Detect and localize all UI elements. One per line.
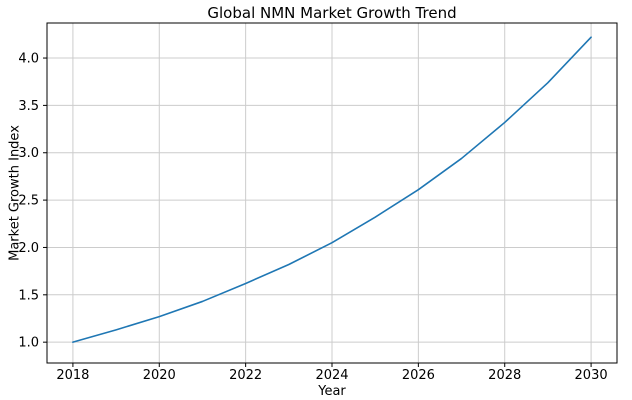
y-tick-label: 2.5: [18, 194, 39, 209]
x-tick-label: 2028: [488, 368, 521, 383]
y-tick-label: 1.0: [18, 336, 39, 351]
y-tick-label: 4.0: [18, 52, 39, 67]
x-tick-label: 2024: [315, 368, 348, 383]
chart-title: Global NMN Market Growth Trend: [207, 4, 457, 22]
y-tick-label: 3.5: [18, 99, 39, 114]
x-tick-label: 2026: [402, 368, 435, 383]
x-tick-label: 2030: [575, 368, 608, 383]
x-tick-label: 2018: [56, 368, 89, 383]
y-tick-label: 1.5: [18, 288, 39, 303]
x-tick-label: 2020: [143, 368, 176, 383]
y-tick-label: 2.0: [18, 241, 39, 256]
trend-line: [72, 36, 592, 343]
x-axis-label: Year: [318, 384, 346, 399]
y-tick-label: 3.0: [18, 146, 39, 161]
y-axis-label: Market Growth Index: [7, 125, 23, 261]
x-tick-label: 2022: [229, 368, 262, 383]
